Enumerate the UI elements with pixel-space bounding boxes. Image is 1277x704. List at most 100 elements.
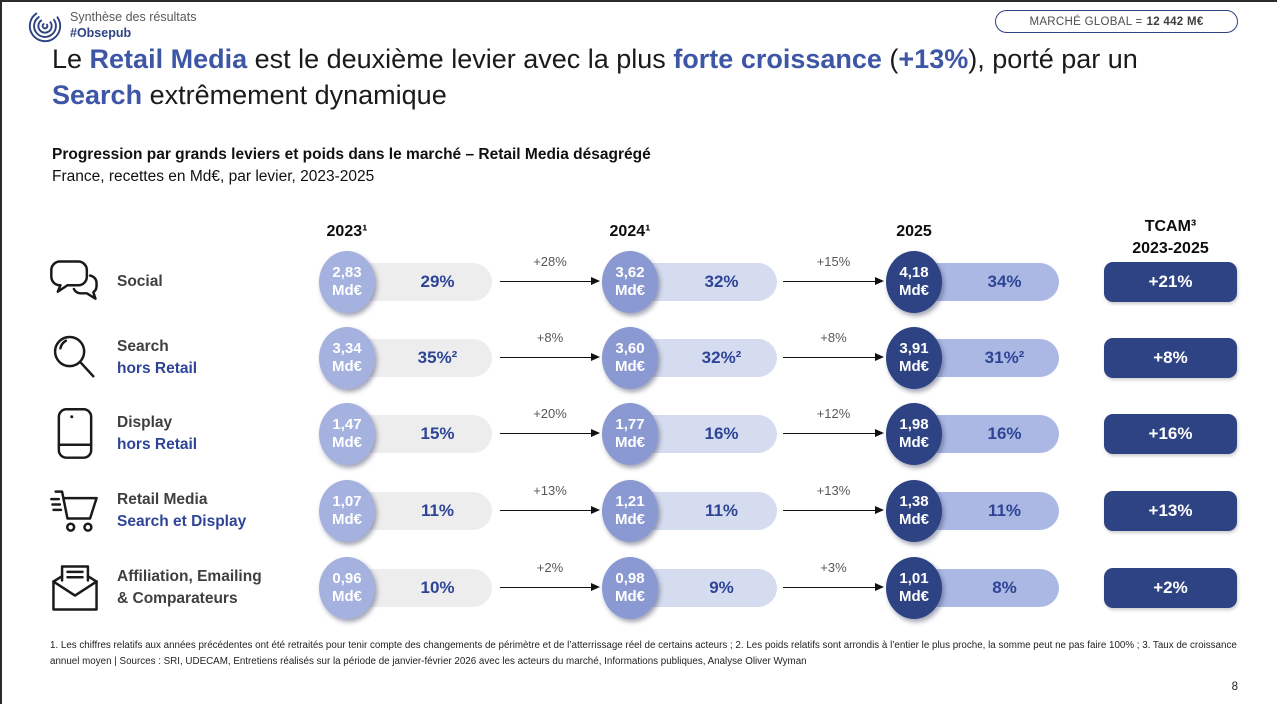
row-label: Search [117, 338, 169, 356]
value-bubble-2025: 3,91 Md€ [886, 327, 942, 389]
bubble-value: 1,07 [332, 493, 362, 511]
chat-icon [47, 253, 103, 311]
value-bubble-2025: 1,98 Md€ [886, 403, 942, 465]
bubble-unit: Md€ [332, 282, 362, 299]
share-value: 35%² [417, 348, 458, 367]
bubble-unit: Md€ [615, 511, 645, 528]
value-bubble-2023: 1,47 Md€ [319, 403, 375, 465]
page-number: 8 [1231, 681, 1238, 693]
row-sublabel: hors Retail [117, 360, 198, 377]
row-label: Retail Media [117, 491, 208, 509]
growth-arrow-23-24: +20% [500, 403, 600, 465]
value-bubble-2024: 0,98 Md€ [602, 557, 658, 619]
share-value: 11% [704, 501, 739, 520]
bubble-unit: Md€ [332, 511, 362, 528]
footnote: 1. Les chiffres relatifs aux années préc… [50, 640, 1237, 667]
growth-label: +20% [533, 406, 567, 421]
share-value: 32%² [701, 348, 742, 367]
bubble-unit: Md€ [615, 282, 645, 299]
title-segment: est le deuxième levier avec la plus [247, 44, 674, 74]
bubble-value: 3,60 [615, 340, 645, 358]
display-icon [47, 405, 103, 463]
title-segment: extrêmement dynamique [142, 79, 447, 110]
share-value: 11% [987, 501, 1022, 520]
column-header-2024: 2024¹ [609, 223, 651, 240]
share-value: 29% [420, 272, 455, 291]
row-sublabel: hors Retail [117, 436, 198, 453]
growth-label: +15% [816, 254, 851, 269]
arrow-line [500, 352, 600, 361]
chart-subtitle: France, recettes en Md€, par levier, 202… [52, 168, 375, 185]
market-global-badge: MARCHÉ GLOBAL = 12 442 M€ [995, 10, 1238, 33]
title-segment: ( [881, 44, 899, 74]
growth-arrow-24-25: +3% [783, 557, 884, 619]
bubble-value: 1,77 [615, 416, 645, 434]
table-row-retail-media: Retail Media Search et Display 11% 1,07 M… [2, 480, 1277, 542]
bubble-unit: Md€ [899, 434, 929, 451]
envelope-icon [47, 559, 103, 617]
bubble-value: 1,98 [899, 416, 929, 434]
page-title: Le Retail Media est le deuxième levier a… [52, 42, 1247, 114]
tcam-header-line2: 2023-2025 [1132, 240, 1209, 258]
tcam-box: +16% [1104, 414, 1237, 454]
growth-arrow-23-24: +8% [500, 327, 600, 389]
row-label: Affiliation, Emailing [117, 568, 262, 586]
row-label: Display [117, 414, 173, 432]
arrow-line [783, 428, 884, 437]
table-row-social: Social 29% 2,83 Md€ +28% 32% 3,62 Md€ +15%… [2, 251, 1277, 313]
tcam-box: +2% [1104, 568, 1237, 608]
growth-label: +13% [816, 483, 851, 498]
bubble-value: 1,38 [899, 493, 929, 511]
growth-arrow-24-25: +13% [783, 480, 884, 542]
column-header-2025: 2025 [896, 223, 932, 240]
brand-subtitle: Synthèse des résultats [70, 10, 197, 24]
title-segment-blue: Search [52, 79, 143, 110]
table-row-affiliation: Affiliation, Emailing & Comparateurs 10%… [2, 557, 1277, 619]
title-segment-blue: +13% [898, 44, 969, 74]
arrow-line [783, 505, 884, 514]
bubble-value: 2,83 [332, 264, 362, 282]
search-icon [47, 329, 103, 387]
bubble-unit: Md€ [899, 588, 929, 605]
arrow-line [783, 582, 884, 591]
bubble-value: 1,01 [899, 570, 929, 588]
bubble-unit: Md€ [332, 588, 362, 605]
row-sublabel: & Comparateurs [117, 590, 238, 607]
row-label-group: Retail Media Search et Display [117, 480, 312, 542]
row-label-group: Social [117, 251, 312, 313]
share-value: 34% [987, 272, 1022, 291]
bubble-unit: Md€ [615, 588, 645, 605]
value-bubble-2023: 1,07 Md€ [319, 480, 375, 542]
bubble-unit: Md€ [899, 358, 929, 375]
badge-label: MARCHÉ GLOBAL = [1029, 15, 1143, 28]
bubble-value: 4,18 [899, 264, 929, 282]
title-segment: Le [52, 44, 90, 74]
value-bubble-2024: 3,62 Md€ [602, 251, 658, 313]
tcam-box: +21% [1104, 262, 1237, 302]
bubble-value: 1,21 [615, 493, 645, 511]
bubble-unit: Md€ [899, 511, 929, 528]
share-value: 10% [420, 578, 455, 597]
arrow-line [500, 582, 600, 591]
spiral-logo-icon [26, 7, 64, 45]
bubble-unit: Md€ [615, 434, 645, 451]
share-value: 16% [987, 424, 1022, 443]
growth-arrow-23-24: +2% [500, 557, 600, 619]
growth-label: +12% [816, 406, 851, 421]
share-value: 15% [420, 424, 455, 443]
tcam-box: +13% [1104, 491, 1237, 531]
column-header-tcam: TCAM³ 2023-2025 [1104, 216, 1237, 261]
bubble-value: 3,34 [332, 340, 362, 358]
value-bubble-2025: 1,01 Md€ [886, 557, 942, 619]
bubble-value: 0,98 [615, 570, 645, 588]
bubble-value: 3,62 [615, 264, 645, 282]
share-value: 9% [709, 578, 734, 597]
row-label-group: Affiliation, Emailing & Comparateurs [117, 557, 312, 619]
share-value: 31%² [984, 348, 1025, 367]
growth-label: +28% [533, 254, 567, 269]
value-bubble-2024: 3,60 Md€ [602, 327, 658, 389]
growth-label: +8% [820, 330, 847, 345]
growth-arrow-24-25: +12% [783, 403, 884, 465]
value-bubble-2023: 3,34 Md€ [319, 327, 375, 389]
